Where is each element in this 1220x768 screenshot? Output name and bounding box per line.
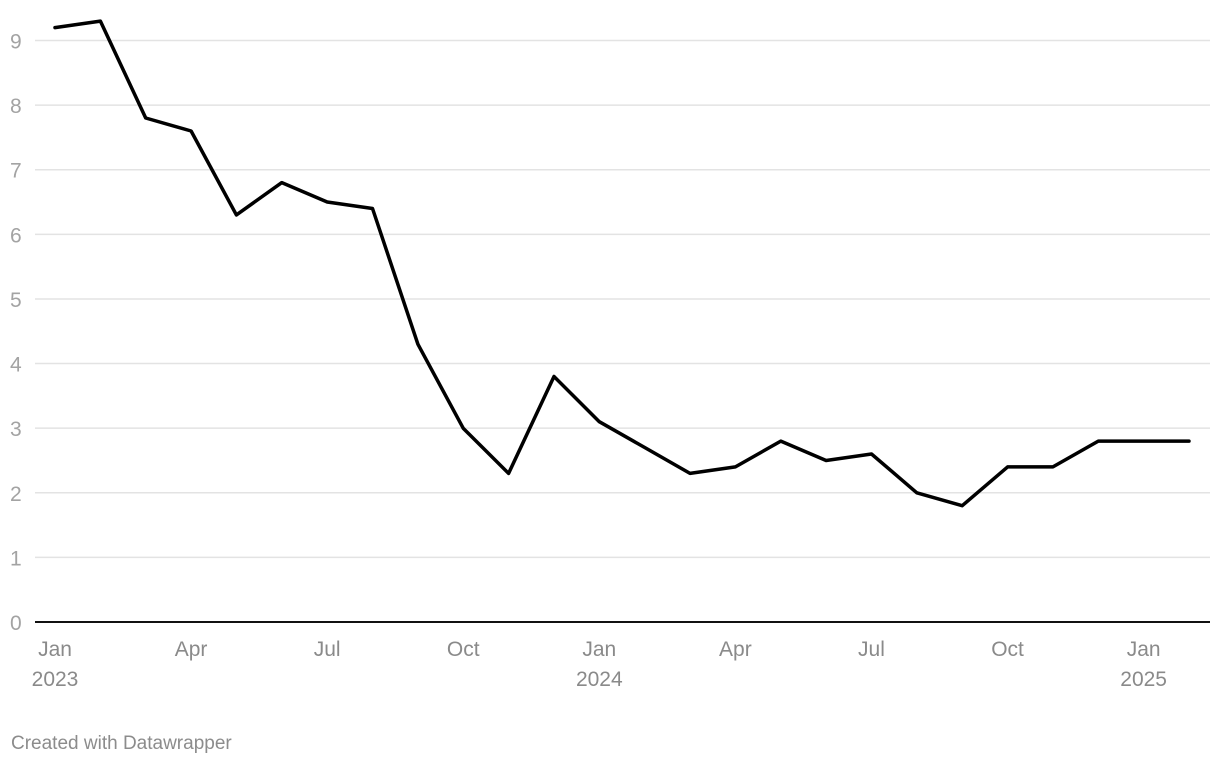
x-tick-label: Jan	[1127, 638, 1161, 661]
y-tick-label: 2	[10, 483, 22, 506]
y-tick-label: 3	[10, 418, 22, 441]
x-tick-label: Jul	[314, 638, 341, 661]
x-tick-label: Oct	[991, 638, 1024, 661]
y-tick-label: 7	[10, 160, 22, 183]
x-tick-year-label: 2023	[32, 668, 79, 691]
x-tick-year-label: 2024	[576, 668, 623, 691]
x-axis-ticks: Jan 2023 Apr Jul Oct Jan 2024 Apr Jul Oct Jan 2025	[32, 638, 1167, 691]
y-tick-label: 0	[10, 612, 22, 635]
y-tick-label: 8	[10, 95, 22, 118]
x-tick-label: Jan	[38, 638, 72, 661]
line-chart: 0 1 2 3 4 5 6 7 8 9 Jan 2023 Apr Jul Oct Jan 2024 Apr Jul…	[10, 19, 1210, 691]
y-tick-label: 5	[10, 289, 22, 312]
credit-text: Created with Datawrapper	[11, 733, 232, 754]
x-tick-year-label: 2025	[1120, 668, 1167, 691]
x-tick-label: Oct	[447, 638, 480, 661]
series-line	[53, 19, 1191, 508]
x-tick-label: Jan	[582, 638, 616, 661]
y-tick-label: 1	[10, 547, 22, 570]
y-tick-label: 6	[10, 224, 22, 247]
x-tick-label: Apr	[719, 638, 752, 661]
gridlines	[35, 39, 1210, 559]
x-tick-label: Jul	[858, 638, 885, 661]
y-tick-label: 4	[10, 354, 22, 377]
y-tick-label: 9	[10, 31, 22, 54]
y-axis-ticks: 0 1 2 3 4 5 6 7 8 9	[10, 31, 22, 636]
x-tick-label: Apr	[175, 638, 208, 661]
